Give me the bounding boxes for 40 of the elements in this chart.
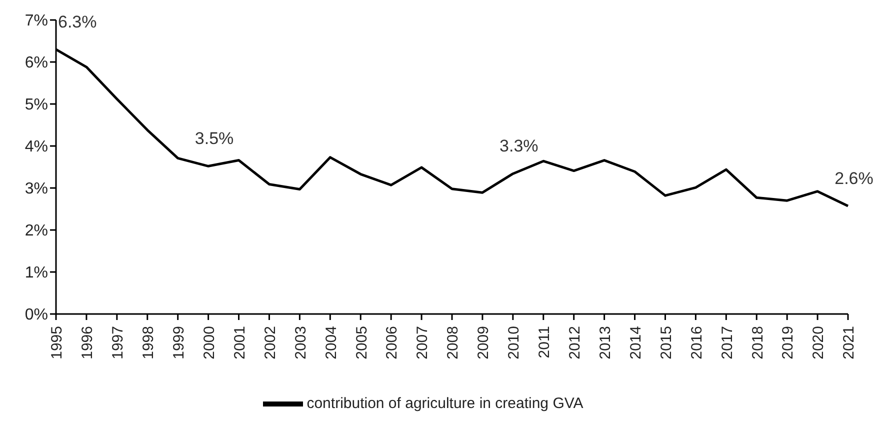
x-tick-label: 2006 — [384, 326, 401, 360]
y-tick-label: 0% — [24, 306, 48, 324]
y-tick-label: 3% — [24, 180, 48, 198]
x-tick-label: 2011 — [536, 326, 554, 358]
y-tick-label: 2% — [24, 222, 48, 240]
x-tick-label: 2000 — [200, 326, 218, 360]
legend-label: contribution of agriculture in creating GVA — [306, 394, 584, 412]
x-tick-label: 2014 — [627, 326, 644, 360]
x-tick-label: 2021 — [840, 326, 858, 360]
x-tick-label: 2016 — [688, 326, 706, 360]
x-tick-label: 2015 — [658, 326, 675, 360]
x-tick-label: 2018 — [749, 326, 766, 360]
y-tick-label: 7% — [24, 12, 48, 30]
y-tick-label: 4% — [24, 138, 48, 156]
x-tick-label: 2008 — [444, 326, 462, 360]
x-tick-label: 2020 — [810, 326, 828, 360]
x-tick-label: 2003 — [292, 326, 310, 360]
x-tick-label: 1999 — [170, 326, 188, 360]
x-tick-label: 2001 — [231, 326, 248, 360]
x-tick-label: 1996 — [79, 326, 96, 360]
x-tick-label: 2002 — [262, 326, 279, 360]
x-tick-label: 2010 — [506, 326, 523, 360]
annotation: 3.5% — [194, 129, 234, 148]
y-tick-label: 6% — [24, 54, 48, 72]
annotation: 6.3% — [58, 12, 97, 32]
annotation: 3.3% — [500, 136, 538, 156]
y-tick-label: 5% — [24, 96, 48, 114]
x-tick-label: 2012 — [566, 326, 584, 360]
x-tick-label: 2007 — [414, 326, 432, 360]
x-tick-label: 1997 — [110, 326, 127, 360]
y-tick-label: 1% — [24, 264, 48, 282]
x-tick-label: 2005 — [353, 326, 370, 360]
x-tick-label: 2019 — [780, 326, 797, 360]
x-tick-label: 2013 — [596, 326, 614, 360]
x-tick-label: 1995 — [48, 326, 66, 360]
x-tick-label: 2017 — [718, 326, 736, 360]
x-tick-label: 2009 — [475, 326, 492, 360]
x-tick-label: 2004 — [322, 326, 340, 360]
x-tick-label: 1998 — [140, 326, 158, 360]
annotation: 2.6% — [834, 169, 874, 188]
